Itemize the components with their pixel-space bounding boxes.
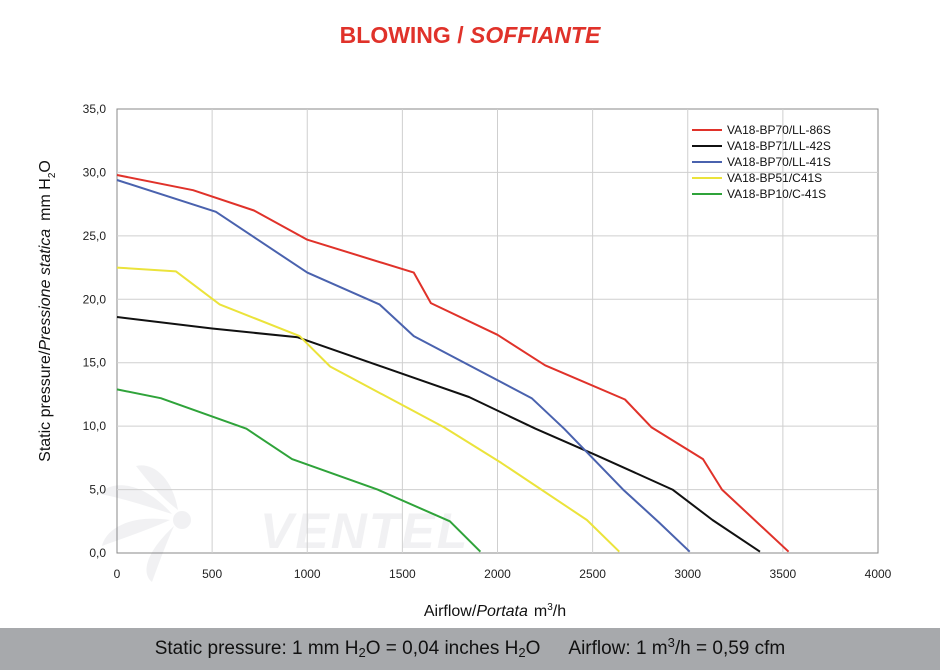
airflow-conversion: Airflow: 1 m3/h = 0,59 cfm <box>568 635 786 659</box>
x-axis-unit-tail: /h <box>553 603 566 620</box>
legend-entry: VA18-BP70/LL-86S <box>727 123 831 137</box>
legend-entry: VA18-BP10/C-41S <box>727 187 826 201</box>
y-tick-label: 25,0 <box>83 229 107 243</box>
legend-entry: VA18-BP71/LL-42S <box>727 139 831 153</box>
x-tick-label: 2500 <box>579 567 606 581</box>
x-axis-label: Airflow/Portata m3/h <box>424 602 566 620</box>
x-tick-label: 500 <box>202 567 222 581</box>
series-lines <box>116 174 790 553</box>
y-axis-unit-base: mm H <box>37 178 54 221</box>
y-axis-label-main: Static pressure <box>37 355 54 462</box>
y-tick-label: 0,0 <box>89 546 106 560</box>
series-line-3 <box>116 179 691 553</box>
y-axis-unit-tail: O <box>37 160 54 172</box>
legend-entry: VA18-BP70/LL-41S <box>727 155 831 169</box>
x-tick-labels: 0 500 1000 1500 2000 2500 3000 3500 4000 <box>114 567 892 581</box>
fan-watermark-icon <box>100 465 191 582</box>
x-axis-unit-base: m <box>534 603 547 620</box>
series-line-4 <box>116 266 620 553</box>
series-line-5 <box>116 388 482 553</box>
y-tick-label: 35,0 <box>83 102 107 116</box>
x-axis-unit-sup: 3 <box>547 602 553 613</box>
x-tick-label: 0 <box>114 567 121 581</box>
grid-lines <box>117 109 878 553</box>
series-line-2 <box>116 316 761 553</box>
chart-title: BLOWING / SOFFIANTE <box>0 22 940 49</box>
y-tick-label: 30,0 <box>83 165 107 179</box>
ventel-watermark: VENTEL <box>100 465 469 582</box>
y-tick-label: 10,0 <box>83 419 107 433</box>
series-line-1 <box>116 174 790 553</box>
conversion-footer: Static pressure: 1 mm H2O = 0,04 inches … <box>0 628 940 670</box>
x-tick-label: 3500 <box>770 567 797 581</box>
x-axis-label-sep: / <box>472 603 477 620</box>
x-axis-label-italic: Portata <box>476 603 528 620</box>
y-tick-label: 5,0 <box>89 483 106 497</box>
y-axis-label-italic: Pressione statica <box>37 229 54 351</box>
y-axis-label-sep: / <box>37 350 54 355</box>
x-tick-label: 1000 <box>294 567 321 581</box>
title-italic: SOFFIANTE <box>469 22 601 48</box>
pressure-conversion: Static pressure: 1 mm H2O = 0,04 inches … <box>154 638 541 660</box>
y-tick-labels: 0,0 5,0 10,0 15,0 20,0 25,0 30,0 35,0 <box>83 102 107 560</box>
watermark-text: VENTEL <box>260 503 469 559</box>
pressure-airflow-chart: VENTEL 0 500 1000 1500 2000 2500 3000 3500 4000 … <box>37 102 892 620</box>
x-tick-label: 2000 <box>484 567 511 581</box>
legend: VA18-BP70/LL-86S VA18-BP71/LL-42S VA18-BP7… <box>692 123 831 201</box>
title-main: BLOWING / <box>339 22 464 48</box>
x-tick-label: 1500 <box>389 567 416 581</box>
y-axis-unit-sub: 2 <box>47 172 58 178</box>
y-tick-label: 15,0 <box>83 356 107 370</box>
x-tick-label: 3000 <box>674 567 701 581</box>
y-axis-label: Static pressure/Pressione statica mm H2O <box>37 160 58 462</box>
y-tick-label: 20,0 <box>83 292 107 306</box>
legend-entry: VA18-BP51/C41S <box>727 171 822 185</box>
x-tick-label: 4000 <box>865 567 892 581</box>
x-axis-label-main: Airflow <box>424 603 472 620</box>
